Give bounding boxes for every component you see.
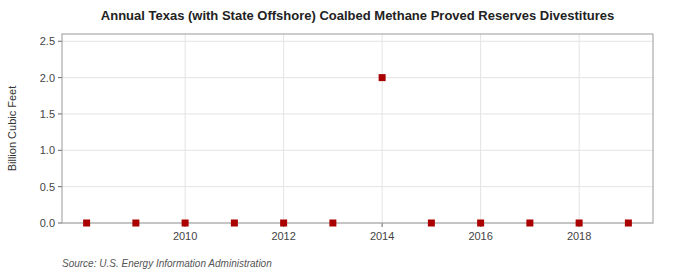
grid-line-x	[480, 34, 481, 223]
point	[576, 220, 583, 227]
y-tick-label: 1.5	[40, 108, 55, 120]
grid-line-y	[62, 150, 653, 151]
grid-line-x	[185, 34, 186, 223]
plot-frame	[62, 34, 653, 223]
point	[132, 220, 139, 227]
y-tick	[58, 223, 62, 224]
point	[280, 220, 287, 227]
grid-line-y	[62, 186, 653, 187]
x-tick-label: 2010	[173, 230, 197, 242]
y-tick	[58, 150, 62, 151]
grid-line-x	[382, 34, 383, 223]
y-tick-label: 0.0	[40, 217, 55, 229]
y-tick-label: 1.0	[40, 144, 55, 156]
x-tick-label: 2012	[271, 230, 295, 242]
point	[477, 220, 484, 227]
y-axis: 0.0 0.5 1.0 1.5 2.0 2.5	[40, 35, 62, 229]
y-tick-label: 2.0	[40, 72, 55, 84]
point	[428, 220, 435, 227]
grid	[62, 34, 653, 223]
point	[625, 220, 632, 227]
y-tick	[58, 77, 62, 78]
x-tick-label: 2016	[468, 230, 492, 242]
grid-line-x	[283, 34, 284, 223]
chart-container: 0.0 0.5 1.0 1.5 2.0 2.5 2010 2012 2014 2016 2018 An…	[0, 0, 675, 275]
grid-line-x	[579, 34, 580, 223]
point	[329, 220, 336, 227]
grid-line-y	[62, 77, 653, 78]
chart: 0.0 0.5 1.0 1.5 2.0 2.5 2010 2012 2014 2016 2018 An…	[0, 0, 675, 275]
y-axis-label: Billion Cubic Feet	[6, 86, 18, 172]
y-tick	[58, 186, 62, 187]
y-tick-label: 2.5	[40, 35, 55, 47]
x-tick-label: 2014	[370, 230, 394, 242]
points	[83, 74, 632, 226]
y-tick	[58, 41, 62, 42]
grid-line-y	[62, 113, 653, 114]
source-note: Source: U.S. Energy Information Administ…	[62, 258, 272, 269]
point	[231, 220, 238, 227]
x-tick	[382, 223, 383, 227]
point	[182, 220, 189, 227]
title: Annual Texas (with State Offshore) Coalb…	[101, 8, 614, 23]
point	[83, 220, 90, 227]
y-tick-label: 0.5	[40, 181, 55, 193]
grid-line-y	[62, 41, 653, 42]
x-tick-label: 2018	[567, 230, 591, 242]
point	[526, 220, 533, 227]
y-tick	[58, 113, 62, 114]
point	[379, 74, 386, 81]
